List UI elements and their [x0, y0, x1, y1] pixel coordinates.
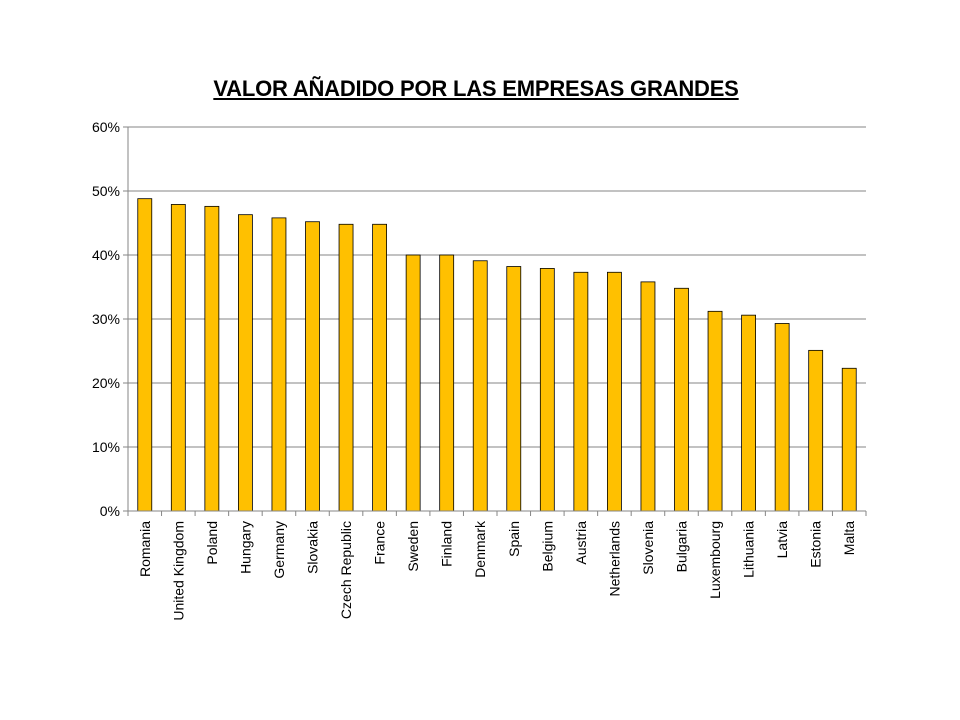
bar-france: [372, 223, 387, 512]
bar-hungary: [238, 214, 253, 512]
bar-poland: [204, 205, 220, 512]
bar-malta: [841, 367, 857, 512]
bar-lithuania: [741, 314, 756, 512]
y-tick-label: 50%: [92, 183, 120, 199]
bar-bulgaria: [674, 287, 689, 512]
y-tick-label: 30%: [92, 311, 120, 327]
bar-romania: [137, 198, 153, 512]
x-axis-labels: Romania United Kingdom Poland Hungary German…: [137, 520, 857, 621]
y-tick-label: 10%: [92, 439, 120, 455]
bar-united-kingdom: [170, 204, 186, 512]
bar-netherlands: [607, 271, 622, 512]
x-tick-label: Malta: [841, 521, 857, 555]
bar-germany: [271, 217, 287, 512]
x-tick-label: Belgium: [539, 521, 555, 572]
x-tick-label: Bulgaria: [674, 521, 690, 573]
x-tick-label: United Kingdom: [170, 521, 186, 621]
x-tick-label: Spain: [506, 521, 522, 557]
x-tick-label: Denmark: [472, 520, 488, 578]
bar-denmark: [472, 260, 488, 512]
bar-belgium: [539, 268, 555, 512]
axes: [127, 127, 867, 516]
bar-austria: [573, 271, 589, 512]
bar-spain: [506, 266, 522, 512]
bar-czech-republic: [338, 223, 354, 512]
chart-title: VALOR AÑADIDO POR LAS EMPRESAS GRANDES: [213, 76, 739, 101]
x-tick-label: France: [372, 521, 388, 565]
x-tick-label: Hungary: [237, 521, 253, 574]
y-tick-label: 60%: [92, 119, 120, 135]
y-axis-ticks: 0% 10% 20% 30% 40% 50% 60%: [92, 119, 128, 519]
x-tick-label: Slovenia: [640, 521, 656, 575]
bar-slovakia: [305, 221, 320, 512]
x-tick-label: Czech Republic: [338, 521, 354, 619]
x-tick-label: Austria: [573, 521, 589, 565]
y-tick-label: 40%: [92, 247, 120, 263]
bar-slovenia: [640, 281, 656, 512]
x-tick-label: Estonia: [808, 521, 824, 568]
x-tick-label: Poland: [204, 521, 220, 565]
bar-estonia: [808, 349, 824, 512]
x-tick-label: Lithuania: [741, 521, 757, 578]
bar-finland: [439, 254, 455, 512]
x-tick-label: Luxembourg: [707, 521, 723, 599]
x-tick-label: Slovakia: [305, 521, 321, 574]
x-tick-label: Germany: [271, 521, 287, 579]
y-tick-label: 0%: [100, 503, 120, 519]
bars: [137, 198, 857, 512]
x-tick-label: Romania: [137, 521, 153, 577]
bar-latvia: [774, 323, 790, 512]
x-tick-label: Netherlands: [606, 521, 622, 597]
x-tick-label: Latvia: [774, 521, 790, 559]
x-tick-label: Sweden: [405, 521, 421, 572]
bar-sweden: [405, 254, 421, 512]
bar-luxembourg: [707, 310, 723, 512]
y-tick-label: 20%: [92, 375, 120, 391]
x-tick-label: Finland: [439, 521, 455, 567]
